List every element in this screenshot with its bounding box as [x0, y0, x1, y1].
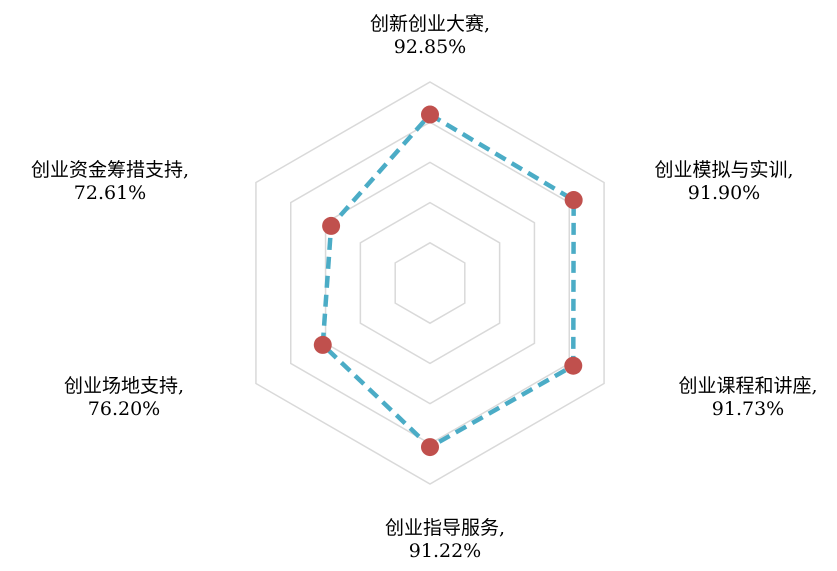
value-label: 92.85%	[394, 36, 466, 58]
category-name: 创业场地支持,	[64, 375, 184, 397]
category-name: 创业课程和讲座,	[678, 375, 817, 397]
axis-labels: 创新创业大赛, 92.85% 创业模拟与实训, 91.90% 创业课程和讲座, 91.73…	[31, 13, 818, 562]
data-point-3	[564, 356, 583, 375]
data-point-5	[313, 335, 332, 354]
value-label: 72.61%	[74, 182, 146, 204]
axis-label-5: 创业场地支持, 76.20%	[64, 375, 184, 420]
data-point-4	[421, 438, 439, 457]
data-point-1	[421, 105, 439, 124]
data-point-6	[322, 216, 341, 235]
value-label: 76.20%	[88, 398, 160, 420]
category-name: 创业指导服务,	[385, 517, 505, 539]
radar-grid	[255, 81, 605, 485]
axis-label-3: 创业课程和讲座, 91.73%	[678, 375, 817, 420]
axis-label-1: 创新创业大赛, 92.85%	[370, 13, 490, 58]
grid-ring-2	[359, 201, 501, 365]
category-name: 创新创业大赛,	[370, 13, 490, 35]
grid-ring-4	[289, 121, 571, 445]
radar-series	[313, 105, 583, 457]
axis-label-6: 创业资金筹措支持, 72.61%	[31, 159, 189, 204]
value-label: 91.90%	[688, 182, 760, 204]
value-label: 91.22%	[409, 540, 481, 562]
data-point-2	[564, 191, 583, 210]
axis-label-4: 创业指导服务, 91.22%	[385, 517, 505, 562]
value-label: 91.73%	[712, 398, 784, 420]
category-name: 创业模拟与实训,	[654, 159, 793, 181]
axis-label-2: 创业模拟与实训, 91.90%	[654, 159, 793, 204]
category-name: 创业资金筹措支持,	[31, 159, 189, 181]
grid-ring-1	[394, 241, 466, 325]
grid-ring-5	[255, 81, 605, 485]
